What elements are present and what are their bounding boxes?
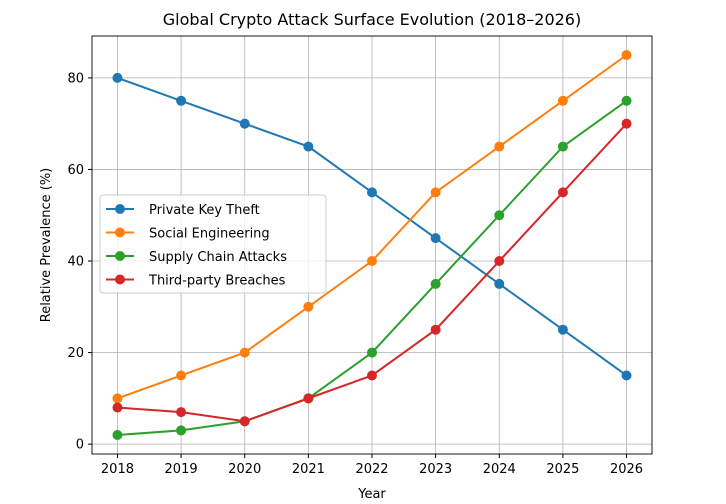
y-tick-label: 80 [67,71,84,86]
data-point [430,278,441,289]
x-tick-label: 2026 [610,462,643,477]
data-point [367,256,377,267]
data-point [430,233,441,244]
data-point [494,278,505,289]
data-point [112,72,123,83]
data-point [494,210,505,221]
data-point [494,256,505,267]
data-point [176,95,187,106]
series-third-party-breaches [112,118,632,427]
data-point [557,95,568,106]
x-axis-label: Year [357,487,386,502]
legend-marker [115,204,125,214]
data-point [239,347,250,358]
data-point [621,50,632,60]
data-point [430,324,441,335]
data-point [176,407,187,418]
data-point [557,187,568,198]
x-tick-label: 2021 [292,462,325,477]
y-axis-label: Relative Prevalence (%) [39,168,54,323]
data-point [367,370,377,381]
data-point [112,402,123,413]
x-tick-label: 2023 [419,462,452,477]
data-point [557,141,568,152]
data-point [176,425,187,436]
data-point [112,430,123,440]
data-point [303,141,314,152]
legend-marker [115,274,125,285]
series-group [112,50,632,440]
x-tick-label: 2022 [355,462,388,477]
data-point [112,393,123,404]
data-point [367,187,377,198]
legend-marker [115,227,125,238]
y-tick-label: 40 [67,255,84,270]
x-tick-label: 2025 [546,462,579,477]
legend-label: Social Engineering [149,227,270,242]
y-tick-label: 20 [67,346,84,361]
data-point [621,118,632,129]
data-point [239,118,250,129]
legend-label: Private Key Theft [149,203,260,218]
x-tick-label: 2018 [101,462,134,477]
y-tick-label: 60 [67,163,84,178]
data-point [176,370,187,381]
x-tick-label: 2019 [165,462,198,477]
data-point [303,393,314,404]
series-private-key-theft [112,72,632,381]
x-tick-label: 2020 [228,462,261,477]
y-tick-label: 0 [76,438,84,453]
series-social-engineering [112,50,632,404]
data-point [621,95,632,106]
data-point [430,187,441,198]
chart-title: Global Crypto Attack Surface Evolution (… [163,10,581,29]
data-point [239,416,250,427]
legend-marker [115,251,125,261]
data-point [494,141,505,152]
legend-label: Third-party Breaches [148,274,286,289]
legend-label: Supply Chain Attacks [149,250,287,265]
legend-box [99,194,327,294]
ticks: 2018 2019 2020 2021 2022 2023 2024 2025 2026 0 20 4… [67,71,643,477]
x-tick-label: 2024 [483,462,516,477]
data-point [303,301,314,312]
data-point [557,324,568,335]
data-point [621,370,632,381]
legend: Private Key Theft Social Engineering Suppl… [99,194,327,294]
data-point [367,347,377,358]
